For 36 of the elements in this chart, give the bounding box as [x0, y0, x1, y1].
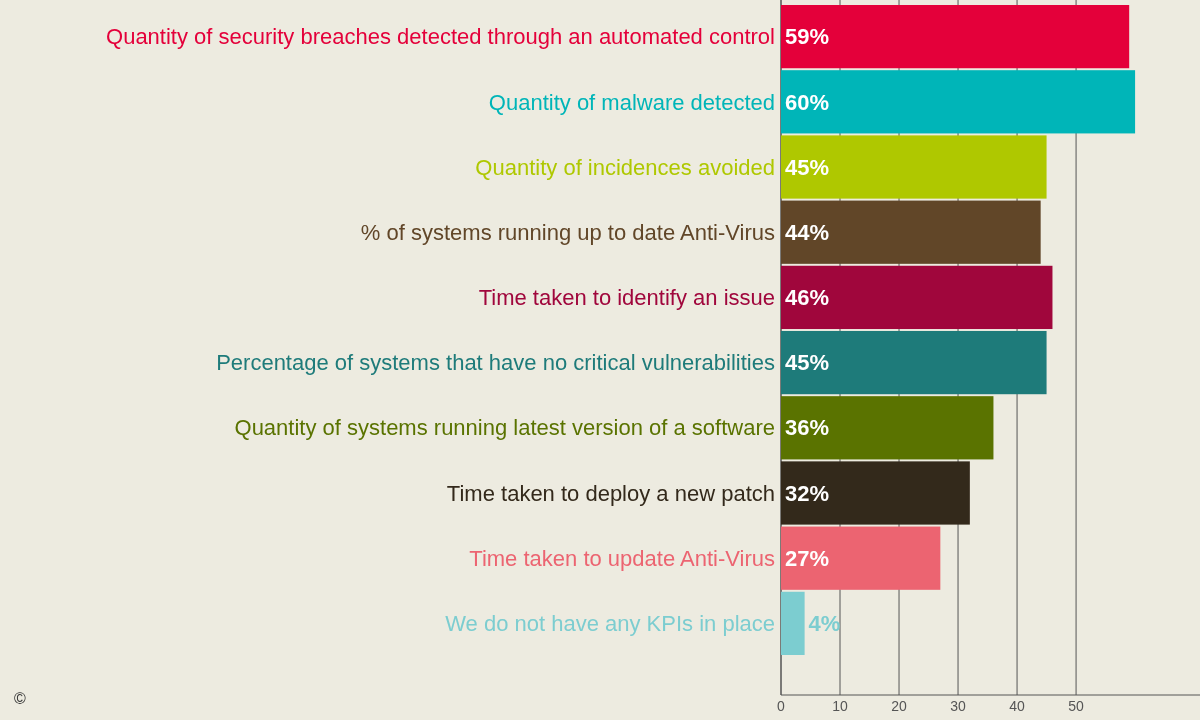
text: ©: [14, 689, 27, 707]
data-label: 59%: [785, 24, 830, 50]
x-tick-label: 30: [950, 697, 967, 714]
y-tick-label: Time taken to deploy a new patch: [446, 480, 775, 506]
x-tick-label: 50: [1068, 697, 1085, 714]
x-tick-label: 40: [1009, 697, 1026, 714]
data-label: 32%: [785, 480, 830, 506]
x-tick-label: 0: [777, 697, 786, 714]
data-label: 60%: [785, 89, 830, 115]
y-tick-label: We do not have any KPIs in place: [445, 611, 775, 637]
bar: [781, 265, 1053, 330]
data-label: 27%: [785, 545, 830, 571]
bar: [781, 135, 1047, 199]
bar: [781, 200, 1041, 264]
y-tick-label: Quantity of security breaches detected through an automated control: [106, 24, 775, 50]
bar: [781, 330, 1047, 395]
data-label: 36%: [785, 415, 830, 441]
data-label: 45%: [785, 154, 830, 180]
bar: [781, 5, 1130, 69]
y-tick-label: Time taken to update Anti-Virus: [469, 545, 775, 571]
data-label: 45%: [785, 350, 830, 376]
bar: [781, 461, 970, 525]
bar: [781, 70, 1136, 134]
bar: [781, 526, 941, 590]
x-tick-label: 20: [891, 697, 908, 714]
bar: [781, 396, 994, 460]
bar: [781, 591, 805, 655]
data-label: 46%: [785, 285, 830, 311]
data-label: 44%: [785, 219, 830, 245]
y-tick-label: % of systems running up to date Anti-Virus: [360, 219, 775, 245]
y-tick-label: Percentage of systems that have no critical vulnerabilities: [216, 350, 775, 376]
y-tick-label: Quantity of systems running latest version of a software: [234, 415, 775, 441]
y-tick-label: Quantity of incidences avoided: [475, 154, 775, 180]
x-tick-label: 10: [832, 697, 849, 714]
y-tick-label: Time taken to identify an issue: [478, 285, 775, 311]
y-tick-label: Quantity of malware detected: [488, 89, 775, 115]
